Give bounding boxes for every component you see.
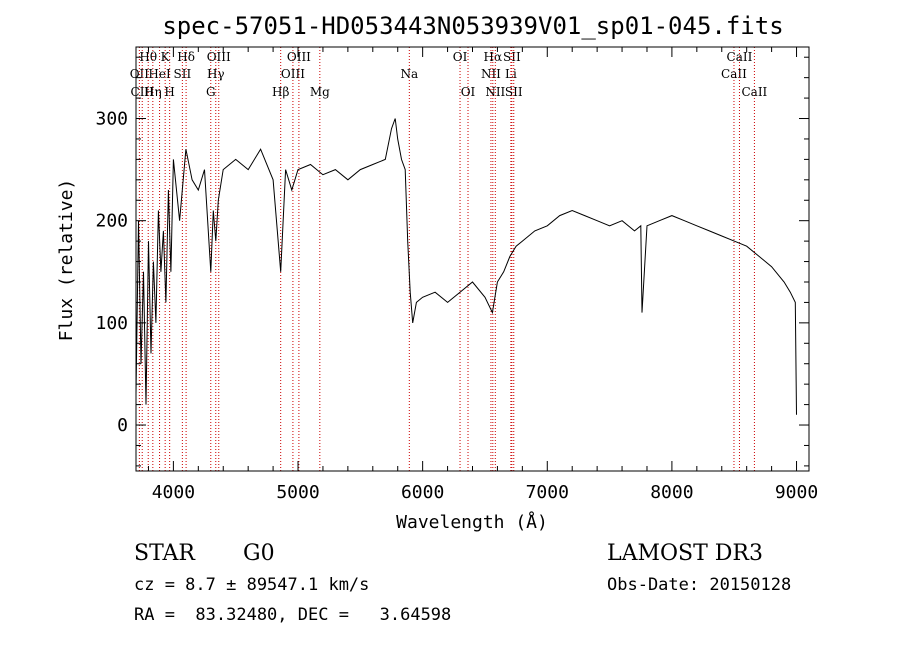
x-tick-label: 4000 <box>152 482 195 503</box>
subclass: G0 <box>243 541 275 566</box>
spectral-line-label: OIII <box>281 67 305 81</box>
spectral-line-label: Li <box>505 67 517 81</box>
plot-frame <box>135 46 810 472</box>
spectral-line-label: Hβ <box>272 85 289 99</box>
x-tick-label: 6000 <box>401 482 444 503</box>
spectral-line-label: Mg <box>310 85 330 99</box>
x-tick-label: 7000 <box>526 482 569 503</box>
y-axis-label: Flux (relative) <box>56 179 77 342</box>
object-type: STAR <box>134 541 196 566</box>
spectral-line-label: K <box>161 50 171 64</box>
spectral-line-label: CaII <box>721 67 747 81</box>
spectral-line-label: OIII <box>287 50 311 64</box>
y-tick-label: 300 <box>95 109 128 130</box>
y-tick-label: 200 <box>95 211 128 232</box>
spectral-line-label: OI <box>453 50 468 64</box>
spectral-line-label: NII <box>485 85 505 99</box>
spectral-line-label: Hη <box>144 85 162 99</box>
spectral-line-label: CaII <box>727 50 753 64</box>
spectral-line-label: Na <box>400 67 418 81</box>
spectral-line-markers: OIICIIIHθHηHeIKHSIIHδGHγOIIIHβOIIIOIIIMg… <box>130 47 768 471</box>
redshift: cz = 8.7 ± 89547.1 km/s <box>134 575 369 595</box>
spectral-line-label: HeI <box>148 67 171 81</box>
y-tick-label: 100 <box>95 313 128 334</box>
spectral-line-label: OI <box>461 85 476 99</box>
spectral-line-label: Hα <box>484 50 503 64</box>
spectral-line-label: Hθ <box>139 50 157 64</box>
spectral-line-label: SII <box>503 50 521 64</box>
spectral-line-label: H <box>164 85 174 99</box>
y-tick-label: 0 <box>117 415 128 436</box>
survey-name: LAMOST DR3 <box>607 541 763 566</box>
spectral-line-label: OIII <box>207 50 231 64</box>
spectral-line-label: NII <box>481 67 501 81</box>
y-axis: 0 100 200 300 <box>95 56 809 467</box>
spectral-line-label: G <box>206 85 216 99</box>
spectrum-line <box>135 118 797 415</box>
chart-title: spec-57051-HD053443N053939V01_sp01-045.f… <box>162 12 783 40</box>
x-tick-label: 5000 <box>276 482 319 503</box>
x-axis-label: Wavelength (Å) <box>396 511 548 533</box>
spectral-line-label: SII <box>174 67 192 81</box>
spectral-line-label: Hγ <box>207 67 225 81</box>
x-tick-label: 8000 <box>650 482 693 503</box>
spectral-line-label: OII <box>130 67 150 81</box>
x-axis: 4000 5000 6000 7000 8000 9000 <box>147 47 818 503</box>
coordinates: RA = 83.32480, DEC = 3.64598 <box>134 605 451 625</box>
spectral-line-label: Hδ <box>177 50 195 64</box>
x-tick-label: 9000 <box>775 482 818 503</box>
spectral-line-label: CaII <box>741 85 767 99</box>
spectral-line-label: SII <box>505 85 523 99</box>
obs-date: Obs-Date: 20150128 <box>607 575 791 595</box>
